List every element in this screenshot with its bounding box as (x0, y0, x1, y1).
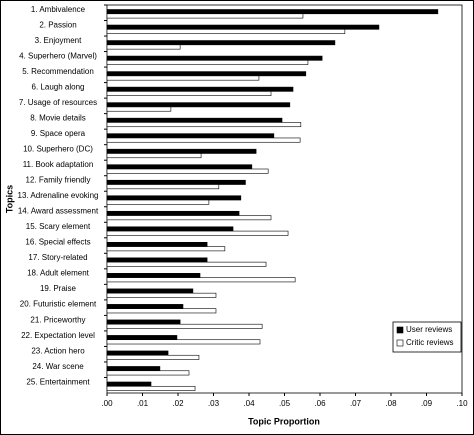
y-tick-label: 21. Priceworthy (30, 315, 85, 324)
bar (106, 199, 210, 205)
bar (106, 261, 267, 267)
bar (106, 210, 240, 216)
y-tick-label: 22. Expectation level (21, 331, 95, 340)
y-tick-label: 19. Praise (40, 284, 77, 293)
bar (106, 184, 220, 190)
bar (106, 71, 307, 77)
x-tick-label: .10 (456, 399, 468, 408)
y-tick-label: 25. Entertainment (26, 377, 90, 386)
y-tick-label: 4. Superhero (Marvel) (19, 51, 97, 60)
bar (106, 246, 226, 252)
bar (106, 122, 302, 128)
y-tick-label: 13. Adrenaline evoking (18, 191, 99, 200)
bar (106, 288, 194, 294)
bar (106, 117, 283, 123)
y-tick-label: 14. Award assessment (18, 207, 99, 216)
bar (106, 335, 178, 341)
bar (106, 148, 257, 154)
bar (106, 106, 172, 112)
bar (106, 164, 253, 170)
bar (106, 242, 208, 247)
bar (106, 168, 269, 174)
y-tick-label: 7. Usage of resources (19, 98, 97, 107)
x-tick-label: .09 (421, 399, 433, 408)
x-axis-title: Topic Proportion (248, 416, 320, 426)
y-tick-label: 23. Action hero (31, 346, 85, 355)
y-tick-label: 5. Recommendation (22, 67, 94, 76)
x-tick-label: .02 (172, 399, 184, 408)
bar (106, 91, 272, 97)
y-tick-label: 24. War scene (32, 362, 84, 371)
bar (106, 230, 289, 236)
bar (106, 339, 261, 345)
bar (106, 215, 272, 221)
bar (106, 370, 190, 376)
x-tick-label: .01 (137, 399, 149, 408)
y-tick-label: 6. Laugh along (32, 82, 85, 91)
x-tick-label: .08 (385, 399, 397, 408)
bar (106, 257, 208, 263)
bar (106, 226, 234, 232)
bar (106, 137, 301, 143)
y-tick-label: 15. Scary element (26, 222, 91, 231)
x-tick-label: .04 (243, 399, 255, 408)
y-tick-label: 3. Enjoyment (35, 36, 82, 45)
bar (106, 273, 201, 278)
y-tick-label: 2. Passion (39, 20, 76, 29)
bar (106, 29, 346, 34)
legend-swatch (396, 339, 404, 347)
x-tick-label: .00 (101, 399, 113, 408)
y-tick-label: 16. Special effects (25, 238, 90, 247)
y-tick-label: 12. Family friendly (26, 176, 91, 185)
bar (106, 292, 217, 298)
bar (106, 102, 291, 108)
y-axis-title: Topics (4, 185, 14, 213)
bar (106, 40, 336, 46)
legend-label: User reviews (406, 325, 452, 334)
bar (106, 366, 161, 372)
x-tick-label: .05 (279, 399, 291, 408)
bar (106, 381, 152, 387)
bar (106, 153, 202, 159)
x-tick-label: .06 (314, 399, 326, 408)
bar (106, 9, 439, 15)
y-tick-label: 9. Space opera (31, 129, 86, 138)
y-tick-label: 1. Ambivalence (31, 5, 86, 14)
legend-box (392, 321, 462, 353)
bar (106, 133, 275, 139)
y-tick-label: 17. Story-related (28, 253, 87, 262)
legend-swatch (396, 326, 404, 334)
bar (106, 323, 263, 329)
bar (106, 354, 200, 360)
bar (106, 319, 181, 325)
bar (106, 308, 217, 314)
bar (106, 385, 196, 391)
bar (106, 60, 309, 65)
bar (106, 13, 304, 19)
bar (106, 55, 323, 61)
bar (106, 44, 181, 50)
y-tick-label: 10. Superhero (DC) (23, 145, 93, 154)
bar (106, 277, 296, 283)
bar (106, 195, 242, 201)
legend-label: Critic reviews (406, 338, 454, 347)
bar (106, 75, 260, 81)
bar (106, 86, 294, 92)
bar (106, 179, 246, 185)
bar (106, 304, 184, 309)
y-tick-label: 20. Futuristic element (20, 300, 97, 309)
bar (106, 350, 169, 356)
y-tick-label: 8. Movie details (30, 114, 86, 123)
y-tick-label: 11. Book adaptation (23, 160, 94, 169)
bar (106, 24, 380, 30)
x-tick-label: .03 (208, 399, 220, 408)
x-tick-label: .07 (350, 399, 362, 408)
y-tick-label: 18. Adult element (27, 269, 90, 278)
